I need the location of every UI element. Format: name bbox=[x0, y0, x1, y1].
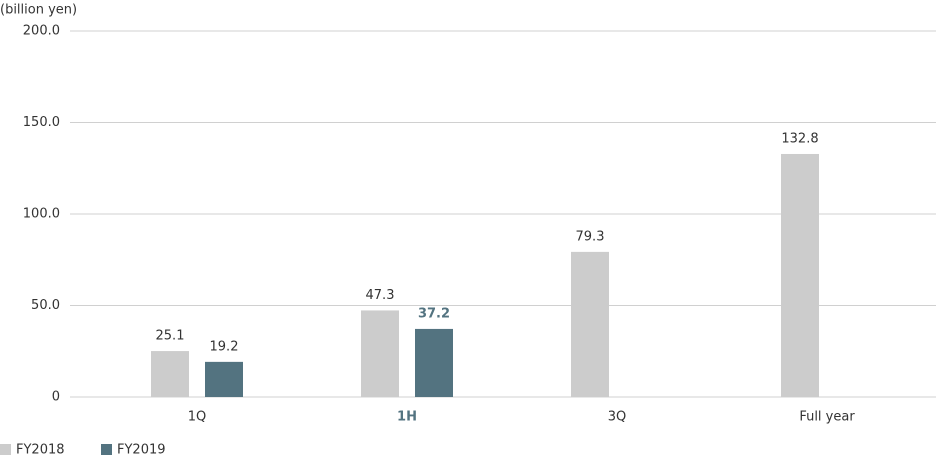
bar bbox=[205, 361, 243, 397]
bar bbox=[781, 153, 819, 397]
legend-label: FY2018 bbox=[16, 443, 65, 456]
value-label: 79.3 bbox=[576, 229, 605, 244]
value-label: 19.2 bbox=[210, 339, 239, 354]
y-tick-label: 0 bbox=[52, 390, 60, 405]
y-tick-label: 150.0 bbox=[23, 115, 60, 130]
value-label: 132.8 bbox=[781, 131, 818, 146]
x-tick-label: 1Q bbox=[188, 410, 207, 425]
bar bbox=[151, 351, 189, 397]
legend-swatch bbox=[0, 444, 11, 455]
x-tick-label: 3Q bbox=[608, 410, 627, 425]
y-axis-label: (billion yen) bbox=[0, 3, 77, 18]
y-tick-label: 200.0 bbox=[23, 24, 60, 39]
value-label: 47.3 bbox=[366, 288, 395, 303]
value-label: 37.2 bbox=[418, 306, 450, 321]
bar bbox=[415, 328, 453, 397]
x-tick-label: Full year bbox=[799, 410, 855, 425]
bar bbox=[361, 310, 399, 397]
legend-label: FY2019 bbox=[117, 443, 166, 456]
bar bbox=[571, 251, 609, 397]
legend-swatch bbox=[101, 444, 112, 455]
value-label: 25.1 bbox=[156, 329, 185, 344]
y-tick-label: 50.0 bbox=[31, 298, 60, 313]
x-tick-label: 1H bbox=[397, 410, 417, 425]
y-tick-label: 100.0 bbox=[23, 207, 60, 222]
